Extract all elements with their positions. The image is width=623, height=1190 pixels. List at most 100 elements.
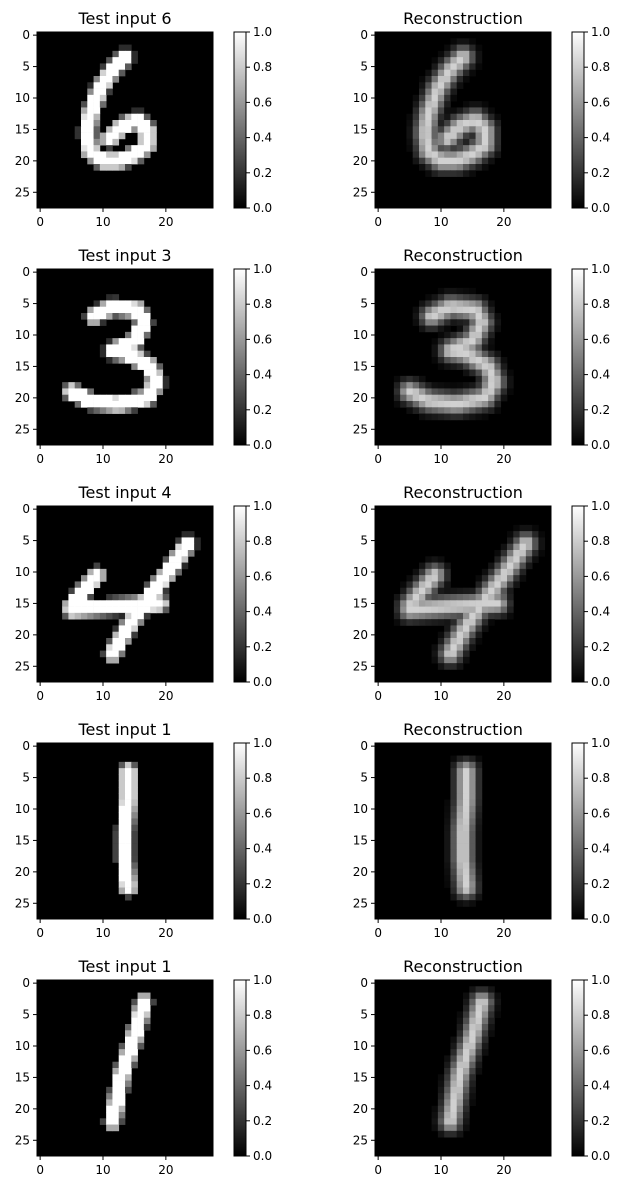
pixel [456,1042,464,1050]
pixel [481,319,489,326]
pixel [450,1099,458,1107]
pixel [437,88,445,96]
pixel [425,606,432,614]
pixel [112,612,120,620]
pixel [444,138,451,146]
pixel [437,619,445,626]
pixel [125,768,132,775]
pixel [412,575,420,582]
pixel [437,82,445,89]
colorbar-tick-label: 0.6 [591,806,610,820]
y-tick-label: 0 [360,739,368,753]
pixel [125,1086,132,1094]
pixel [93,606,101,614]
y-tick-label: 15 [353,122,368,136]
pixel [463,799,470,807]
pixel [125,407,132,414]
pixel [431,82,439,89]
pixel [450,650,458,658]
pixel [162,606,170,614]
pixel [87,575,94,582]
pixel [118,1105,126,1113]
pixel [425,407,432,414]
pixel [437,631,445,639]
pixel [169,550,176,557]
pixel [456,631,464,639]
pixel [507,581,514,589]
pixel [475,44,483,52]
pixel [137,325,145,333]
pixel [400,382,407,389]
pixel [444,313,451,320]
pixel [469,1030,476,1037]
pixel [118,812,126,819]
pixel [444,394,451,402]
pixel [469,761,476,769]
pixel [131,1017,138,1025]
pixel [437,325,445,333]
pixel [444,831,451,838]
pixel [106,1118,113,1125]
pixel [137,113,145,121]
pixel [444,388,451,396]
pixel [150,581,157,589]
pixel [475,793,483,800]
pixel [137,998,145,1006]
pixel [450,338,458,345]
pixel [444,325,451,333]
pixel [500,363,508,370]
pixel [463,145,470,152]
pixel [507,606,514,614]
pixel [99,94,107,102]
colorbar-tick-label: 0.2 [591,640,610,654]
pixel [488,331,495,339]
pixel [74,382,82,389]
pixel [106,350,113,358]
pixel [112,407,120,414]
pixel [118,113,126,121]
pixel [488,998,495,1006]
pixel [456,120,464,127]
pixel [431,594,439,601]
pixel-grid [74,44,157,171]
pixel [475,799,483,807]
pixel [181,543,189,551]
pixel [125,805,132,813]
pixel [463,313,470,320]
pixel [431,1124,439,1132]
pixel [463,862,470,870]
pixel [475,587,483,595]
pixel [406,138,414,146]
pixel [488,113,495,121]
colorbar [572,269,584,445]
pixel [475,774,483,782]
pixel [507,382,514,389]
pixel [137,1036,145,1044]
pixel [475,619,483,626]
pixel [494,998,502,1006]
pixel [156,587,164,595]
pixel [444,837,451,844]
pixel [450,631,458,639]
pixel [118,120,126,127]
pixel [112,638,120,645]
pixel [118,887,126,895]
pixel [99,575,107,582]
pixel [106,57,113,64]
pixel [444,799,451,807]
pixel [156,382,164,389]
pixel [475,325,483,333]
colorbar [572,506,584,682]
pixel [431,164,439,171]
pixel [131,151,138,159]
pixel [463,644,470,651]
pixel [137,388,145,396]
pixel [431,94,439,102]
pixel [444,63,451,71]
pixel [475,875,483,882]
pixel [81,401,88,408]
pixel [481,1042,489,1050]
pixel [444,1124,451,1132]
pixel [469,38,476,45]
